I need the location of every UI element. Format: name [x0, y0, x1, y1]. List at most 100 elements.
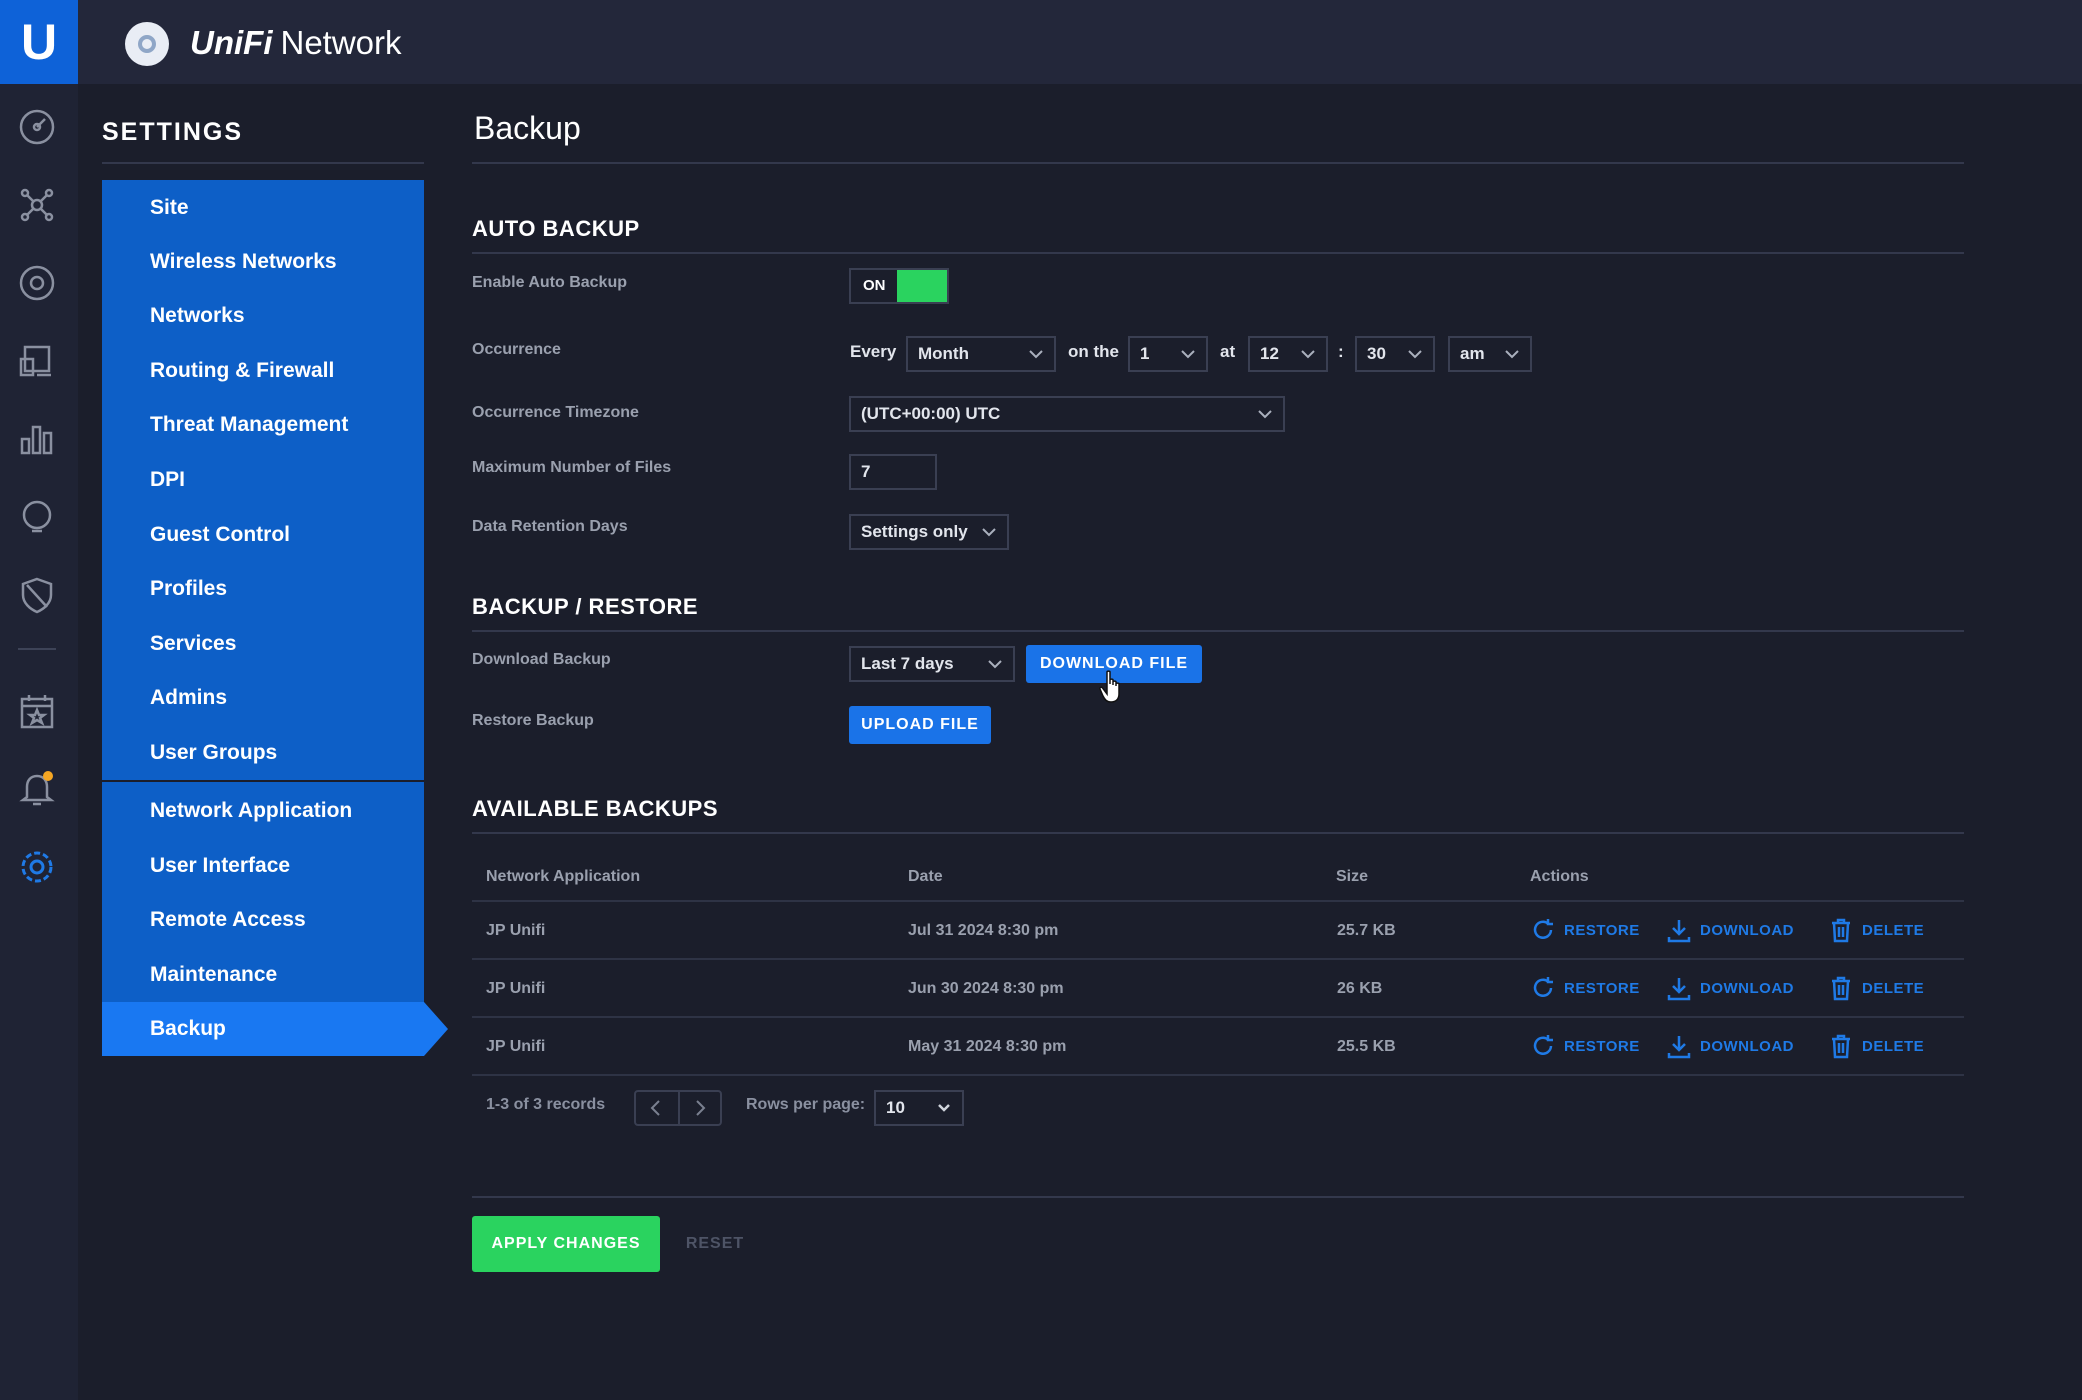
occurrence-hour-value: 12	[1260, 344, 1279, 363]
restore-button[interactable]: RESTORE	[1530, 975, 1640, 1001]
col-header-date[interactable]: Date	[908, 868, 943, 885]
restore-label: RESTORE	[1564, 921, 1640, 939]
rail-divider	[18, 648, 56, 650]
prev-page-icon[interactable]	[644, 1096, 668, 1120]
download-file-button[interactable]: DOWNLOAD FILE	[1026, 645, 1202, 683]
statistics-icon[interactable]	[14, 416, 60, 462]
settings-icon[interactable]	[14, 844, 60, 890]
occurrence-period-select[interactable]: Month	[906, 336, 1056, 372]
row-app: JP Unifi	[486, 980, 546, 997]
occurrence-period-value: Month	[918, 344, 969, 363]
delete-button[interactable]: DELETE	[1828, 917, 1924, 943]
timezone-select[interactable]: (UTC+00:00) UTC	[849, 396, 1285, 432]
enable-auto-backup-label: Enable Auto Backup	[472, 274, 627, 291]
available-backups-divider	[472, 832, 1964, 834]
rows-per-page-value: 10	[886, 1098, 905, 1117]
restore-button[interactable]: RESTORE	[1530, 1033, 1640, 1059]
hand-cursor-icon	[1099, 670, 1120, 703]
delete-label: DELETE	[1862, 979, 1925, 997]
restore-label: RESTORE	[1564, 1037, 1640, 1055]
auto-backup-title: AUTO BACKUP	[472, 216, 640, 241]
occurrence-timezone-label: Occurrence Timezone	[472, 404, 639, 421]
nav-item-networks[interactable]: Networks	[150, 304, 245, 327]
nav-item-admins[interactable]: Admins	[150, 686, 228, 709]
chevron-down-icon	[988, 660, 1002, 669]
row-divider	[472, 1016, 1964, 1018]
row-date: Jul 31 2024 8:30 pm	[908, 922, 1059, 939]
nav-item-maintenance[interactable]: Maintenance	[150, 963, 278, 986]
app-title: UniFi Network	[190, 24, 402, 62]
alerts-icon[interactable]	[14, 766, 60, 812]
insights-icon[interactable]	[14, 494, 60, 540]
restore-backup-label: Restore Backup	[472, 712, 594, 729]
delete-label: DELETE	[1862, 921, 1925, 939]
unifi-logo-icon	[125, 22, 169, 66]
app-product-name: Network	[280, 24, 402, 61]
delete-button[interactable]: DELETE	[1828, 1033, 1924, 1059]
security-icon[interactable]	[14, 572, 60, 618]
data-retention-select[interactable]: Settings only	[849, 514, 1009, 550]
chevron-down-icon	[1408, 350, 1422, 359]
nav-item-profiles[interactable]: Profiles	[150, 577, 228, 600]
nav-item-user-interface[interactable]: User Interface	[150, 854, 291, 877]
events-icon[interactable]	[14, 688, 60, 734]
max-files-label: Maximum Number of Files	[472, 459, 672, 476]
occurrence-minute-select[interactable]: 30	[1355, 336, 1435, 372]
nav-item-backup-active[interactable]: Backup	[102, 1002, 424, 1056]
delete-button[interactable]: DELETE	[1828, 975, 1924, 1001]
download-button[interactable]: DOWNLOAD	[1666, 917, 1794, 943]
restore-button[interactable]: RESTORE	[1530, 917, 1640, 943]
apply-changes-button[interactable]: APPLY CHANGES	[472, 1216, 660, 1272]
nav-item-user-groups[interactable]: User Groups	[150, 741, 278, 764]
col-header-actions: Actions	[1530, 868, 1589, 885]
dashboard-icon[interactable]	[14, 104, 60, 150]
nav-item-routing-firewall[interactable]: Routing & Firewall	[150, 359, 335, 382]
reset-button[interactable]: RESET	[685, 1235, 745, 1252]
download-button[interactable]: DOWNLOAD	[1666, 1033, 1794, 1059]
nav-item-backup[interactable]: Backup	[150, 1017, 226, 1040]
occurrence-day-select[interactable]: 1	[1128, 336, 1208, 372]
row-size: 25.7 KB	[1337, 922, 1396, 939]
auto-backup-toggle[interactable]: ON	[849, 268, 949, 304]
nav-item-network-application[interactable]: Network Application	[150, 799, 353, 822]
occurrence-day-value: 1	[1140, 344, 1150, 363]
download-label: DOWNLOAD	[1700, 979, 1794, 997]
chevron-down-icon	[1258, 410, 1272, 419]
occurrence-ampm-value: am	[1460, 344, 1485, 363]
clients-icon[interactable]	[14, 338, 60, 384]
ubiquiti-logo-button[interactable]: U	[0, 0, 78, 84]
download-label: DOWNLOAD	[1700, 1037, 1794, 1055]
next-page-icon[interactable]	[688, 1096, 712, 1120]
max-files-input[interactable]: 7	[849, 454, 937, 490]
nav-item-services[interactable]: Services	[150, 632, 237, 655]
col-header-size[interactable]: Size	[1336, 868, 1369, 885]
nav-item-dpi[interactable]: DPI	[150, 468, 186, 491]
col-header-network-application[interactable]: Network Application	[486, 868, 641, 885]
top-bar: U UniFi Network	[0, 0, 2082, 84]
left-rail	[0, 84, 78, 1400]
data-retention-label: Data Retention Days	[472, 518, 628, 535]
nav-item-guest-control[interactable]: Guest Control	[150, 523, 290, 546]
nav-item-remote-access[interactable]: Remote Access	[150, 908, 306, 931]
pagination	[634, 1090, 722, 1126]
at-label: at	[1220, 342, 1236, 361]
nav-item-threat-management[interactable]: Threat Management	[150, 413, 349, 436]
nav-item-site[interactable]: Site	[150, 196, 189, 219]
nav-item-wireless-networks[interactable]: Wireless Networks	[150, 250, 337, 273]
upload-file-button[interactable]: UPLOAD FILE	[849, 706, 991, 744]
download-range-select[interactable]: Last 7 days	[849, 646, 1015, 682]
row-size: 25.5 KB	[1337, 1038, 1396, 1055]
restore-label: RESTORE	[1564, 979, 1640, 997]
download-button[interactable]: DOWNLOAD	[1666, 975, 1794, 1001]
footer-divider	[472, 1196, 1964, 1198]
topology-icon[interactable]	[14, 182, 60, 228]
occurrence-ampm-select[interactable]: am	[1448, 336, 1532, 372]
title-divider	[472, 162, 1964, 164]
chevron-down-icon	[1301, 350, 1315, 359]
max-files-value: 7	[861, 462, 871, 481]
occurrence-hour-select[interactable]: 12	[1248, 336, 1328, 372]
rows-per-page-select[interactable]: 10	[874, 1090, 964, 1126]
restore-icon	[1533, 919, 1553, 939]
row-divider	[472, 1074, 1964, 1076]
devices-icon[interactable]	[14, 260, 60, 306]
